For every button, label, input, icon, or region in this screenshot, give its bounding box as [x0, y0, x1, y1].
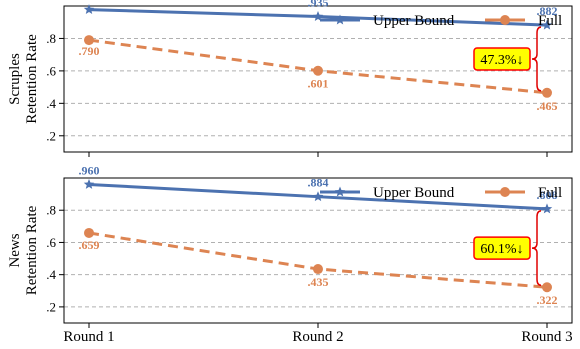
data-point-star	[83, 4, 95, 15]
chart-panel-1: .2 .4 .6 .8 ScruplesRetention Rate .978 .935 .8…	[7, 0, 573, 157]
y-tick-label: .2	[46, 299, 56, 314]
annotation-box	[473, 47, 531, 71]
legend-circle	[500, 187, 510, 197]
data-point-circle	[84, 227, 94, 238]
annotation-box	[473, 236, 531, 260]
data-label: .601	[308, 77, 329, 91]
data-label: .435	[308, 275, 329, 289]
legend-label: Upper Bound	[373, 185, 455, 201]
y-axis-label-line: Scruples	[7, 53, 23, 105]
x-tick-label: Round 1	[63, 329, 114, 345]
y-tick-label: .8	[46, 31, 56, 46]
data-point-circle	[313, 65, 323, 76]
y-axis-label-line: Retention Rate	[24, 34, 40, 124]
legend-label: Upper Bound	[373, 13, 455, 29]
legend: Upper Bound Full	[320, 185, 562, 201]
legend-label: Full	[538, 13, 562, 29]
data-label: .465	[537, 99, 558, 113]
data-label: .882	[537, 4, 558, 18]
y-tick-label: .4	[46, 96, 56, 111]
y-axis-label: ScruplesRetention Rate	[7, 34, 40, 124]
data-point-star	[312, 191, 324, 202]
data-point-star	[312, 11, 324, 21]
chart-panel-2: .2 .4 .6 .8 NewsRetention Rate .960 .884 .808 .6…	[7, 163, 573, 328]
data-label: .935	[308, 0, 329, 10]
x-tick-label: Round 2	[292, 329, 343, 345]
y-tick-label: .8	[46, 203, 56, 218]
y-tick-label: .6	[46, 235, 56, 250]
y-tick-label: .2	[46, 128, 56, 143]
series-full: .790 .601 .465	[79, 35, 558, 113]
data-label: .978	[79, 0, 100, 3]
data-point-star	[83, 178, 95, 189]
data-label: .960	[79, 163, 100, 177]
data-point-circle	[542, 87, 552, 98]
legend: Upper Bound Full	[320, 13, 562, 29]
y-axis-label-line: Retention Rate	[24, 205, 40, 295]
y-tick-label: .4	[46, 267, 56, 282]
data-label: .659	[79, 238, 100, 252]
annotation-text: 47.3%↓	[480, 53, 523, 68]
annotation-text: 60.1%↓	[480, 242, 523, 257]
data-point-star	[541, 19, 553, 30]
annotation-bracket	[531, 26, 542, 92]
data-label: .808	[537, 188, 558, 202]
data-label: .790	[79, 44, 100, 58]
y-axis-label-line: News	[7, 233, 23, 267]
legend-star	[334, 14, 346, 25]
y-axis-label: NewsRetention Rate	[7, 205, 40, 295]
series-upper-bound: .978 .935 .882	[79, 0, 558, 30]
y-tick-label: .6	[46, 63, 56, 78]
annotation-bracket	[531, 210, 542, 286]
data-label: .884	[308, 176, 329, 190]
series-full: .659 .435 .322	[79, 227, 558, 307]
data-label: .322	[537, 293, 558, 307]
data-point-circle	[542, 282, 552, 293]
legend-label: Full	[538, 185, 562, 201]
series-upper-bound: .960 .884 .808	[79, 163, 558, 214]
data-point-circle	[84, 35, 94, 46]
legend-circle	[500, 15, 510, 25]
data-point-star	[541, 203, 553, 214]
data-point-circle	[313, 264, 323, 275]
x-tick-label: Round 3	[521, 329, 572, 345]
legend-star	[334, 186, 346, 197]
